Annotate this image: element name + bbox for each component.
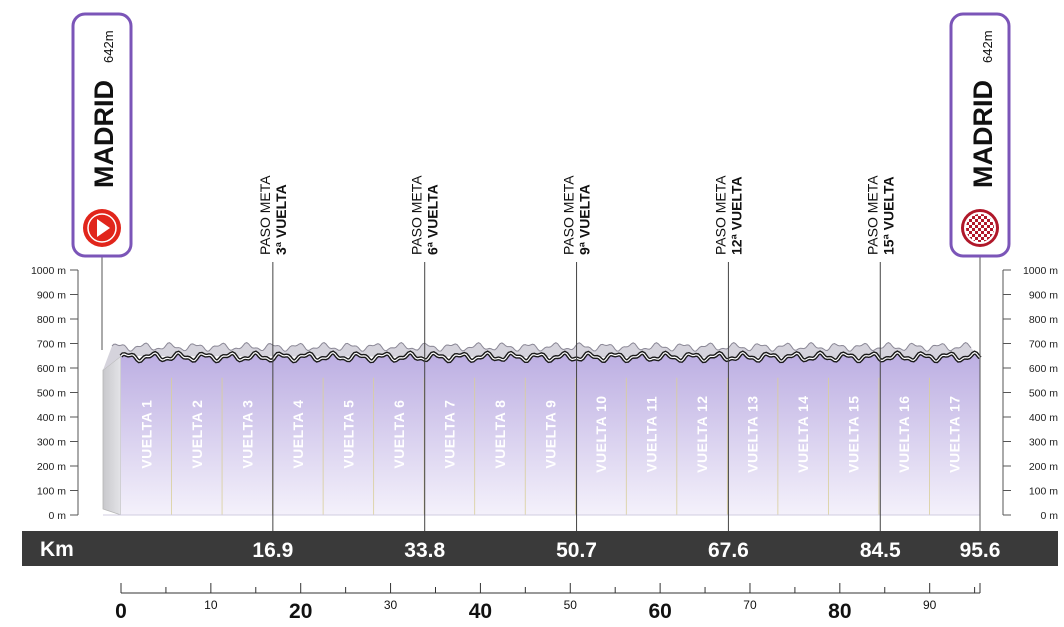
finish-altitude-label: 642m: [980, 30, 995, 63]
distance-axis: 0 20 40 60 80 10 30 50 70 90: [115, 583, 981, 623]
y-axis-left: 0 m 100 m 200 m 300 m 400 m 500 m 600 m 700 m 80…: [31, 265, 79, 522]
distance-minor-label: 50: [564, 598, 578, 612]
start-town-label: MADRID: [89, 80, 119, 188]
y-tick-label-right: 100 m: [1029, 486, 1058, 498]
lap-label: VUELTA 9: [543, 400, 559, 469]
marker-label-line1: PASO META: [409, 175, 425, 255]
profile-front-face: [121, 352, 980, 515]
elevation-profile: VUELTA 1 VUELTA 2 VUELTA 3 VUELTA 4 VUELTA 5…: [102, 341, 982, 516]
y-tick-label-left: 800 m: [37, 314, 66, 326]
y-tick-label-right: 400 m: [1029, 412, 1058, 424]
y-tick-label-left: 200 m: [37, 461, 66, 473]
y-tick-label-right: 500 m: [1029, 388, 1058, 400]
profile-top-ridge: [111, 341, 972, 352]
lap-label: VUELTA 7: [441, 400, 457, 469]
lap-label: VUELTA 8: [492, 400, 508, 469]
marker-label-line2: 3ª VUELTA: [273, 184, 289, 255]
y-tick-label-left: 0 m: [48, 510, 66, 522]
y-tick-label-left: 400 m: [37, 412, 66, 424]
start-badge: MADRID 642m: [71, 12, 133, 258]
y-tick-label-right: 800 m: [1029, 314, 1058, 326]
marker-label-line2: 12ª VUELTA: [728, 176, 744, 255]
y-tick-label-left: 1000 m: [31, 265, 66, 277]
marker-label-line1: PASO META: [561, 175, 577, 255]
km-bar-labels: 16.9 33.8 50.7 67.6 84.5 95.6: [252, 539, 1000, 562]
lap-label: VUELTA 2: [189, 400, 205, 469]
distance-minor-label: 30: [384, 598, 398, 612]
km-bar-value: 67.6: [708, 539, 749, 562]
km-bar: [22, 531, 1058, 566]
km-bar-finish-value: 95.6: [960, 539, 1001, 562]
y-axis-right: 0 m 100 m 200 m 300 m 400 m 500 m 600 m 700 m 80…: [1002, 265, 1058, 522]
start-badge-frame: [71, 12, 133, 258]
y-tick-label-left: 900 m: [37, 290, 66, 302]
marker-label-line1: PASO META: [712, 175, 728, 255]
distance-major-label: 60: [648, 600, 671, 623]
marker-label-line2: 15ª VUELTA: [880, 176, 896, 255]
y-tick-label-right: 1000 m: [1023, 265, 1058, 277]
km-bar-value: 84.5: [860, 539, 901, 562]
y-tick-label-right: 0 m: [1040, 510, 1058, 522]
marker-label-line2: 9ª VUELTA: [577, 184, 593, 255]
finish-town-label: MADRID: [968, 80, 998, 188]
profile-side-face: [102, 355, 122, 516]
lap-label: VUELTA 17: [947, 395, 963, 472]
lap-label: VUELTA 14: [795, 395, 811, 472]
y-tick-label-right: 600 m: [1029, 363, 1058, 375]
lap-label: VUELTA 16: [896, 395, 912, 472]
marker-label-line1: PASO META: [257, 175, 273, 255]
marker-label-line2: 6ª VUELTA: [425, 184, 441, 255]
finish-badge-frame: [949, 12, 1011, 258]
lap-label: VUELTA 4: [290, 400, 306, 469]
distance-major-label: 40: [469, 600, 492, 623]
distance-minor-label: 70: [743, 598, 757, 612]
lap-label: VUELTA 5: [340, 400, 356, 469]
y-tick-label-left: 300 m: [37, 437, 66, 449]
y-tick-label-right: 200 m: [1029, 461, 1058, 473]
km-bar-value: 16.9: [252, 539, 293, 562]
y-tick-label-right: 300 m: [1029, 437, 1058, 449]
lap-label: VUELTA 12: [694, 395, 710, 472]
distance-minor-label: 10: [204, 598, 218, 612]
finish-pass-markers: PASO META 3ª VUELTA PASO META 6ª VUELTA PASO…: [101, 175, 981, 531]
marker-label-line1: PASO META: [864, 175, 880, 255]
km-bar-title: Km: [40, 538, 74, 561]
lap-label: VUELTA 3: [239, 400, 255, 469]
lap-label: VUELTA 10: [593, 395, 609, 472]
start-altitude-label: 642m: [101, 30, 116, 63]
lap-label: VUELTA 1: [138, 400, 154, 469]
lap-label: VUELTA 13: [745, 395, 761, 472]
road-center-line: [120, 351, 981, 362]
y-tick-label-left: 600 m: [37, 363, 66, 375]
km-bar-value: 33.8: [404, 539, 445, 562]
y-tick-label-right: 700 m: [1029, 339, 1058, 351]
lap-label: VUELTA 11: [644, 396, 660, 473]
distance-major-label: 0: [115, 600, 127, 623]
lap-label: VUELTA 15: [846, 395, 862, 472]
y-tick-label-left: 700 m: [37, 339, 66, 351]
distance-major-label: 80: [828, 600, 851, 623]
y-tick-label-left: 100 m: [37, 486, 66, 498]
distance-major-label: 20: [289, 600, 312, 623]
distance-minor-label: 90: [923, 598, 937, 612]
lap-label: VUELTA 6: [391, 400, 407, 469]
y-tick-label-right: 900 m: [1029, 290, 1058, 302]
y-tick-label-left: 500 m: [37, 388, 66, 400]
km-bar-value: 50.7: [556, 539, 597, 562]
finish-badge: MADRID 642m: [949, 12, 1011, 258]
